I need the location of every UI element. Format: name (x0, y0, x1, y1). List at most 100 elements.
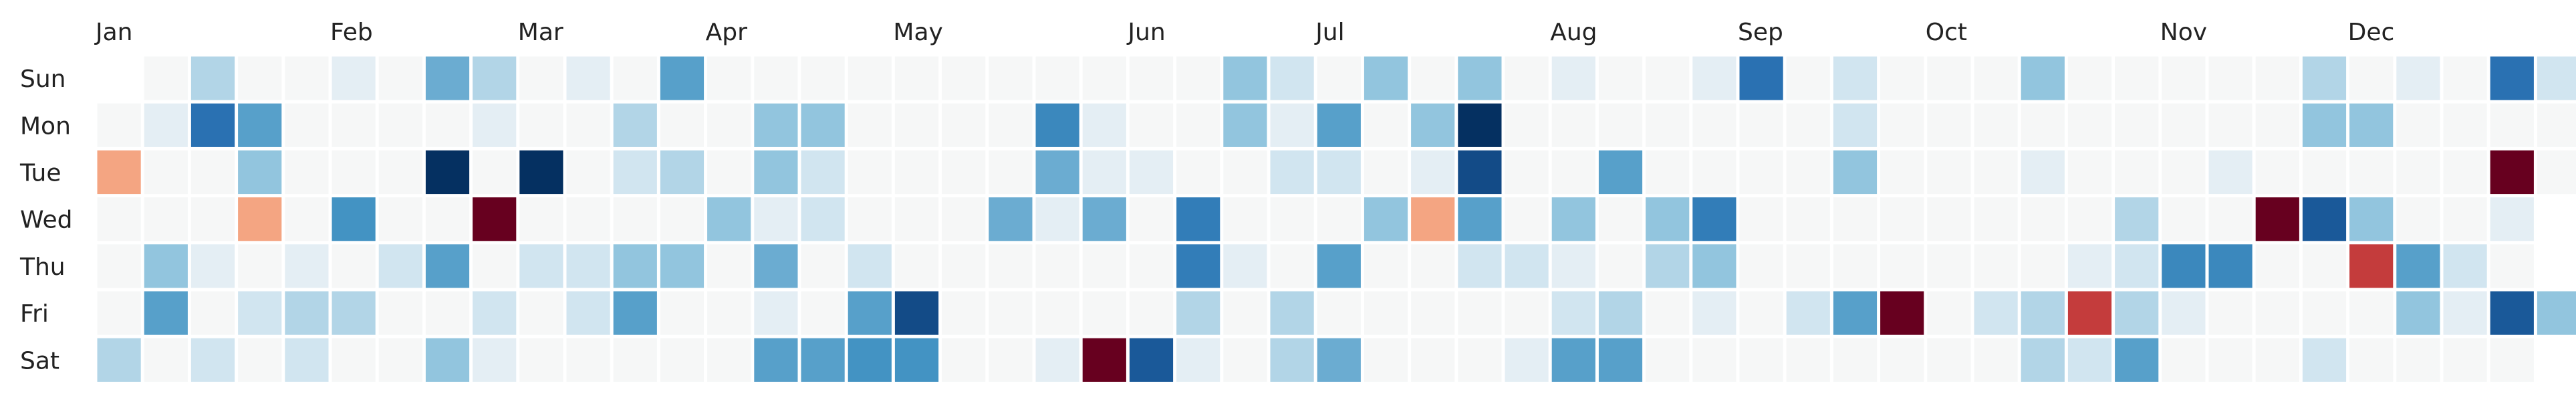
heatmap-cell-sat-week-35 (1739, 338, 1783, 382)
heatmap-cell-sat-week-41 (2021, 338, 2065, 382)
heatmap-cell-mon-week-15 (801, 103, 845, 147)
heatmap-cell-thu-week-46 (2255, 244, 2299, 288)
heatmap-cell-fri-week-23 (1176, 291, 1220, 335)
heatmap-cell-sun-week-5 (332, 56, 376, 100)
heatmap-cell-fri-week-25 (1270, 291, 1314, 335)
heatmap-cell-mon-week-52 (2537, 103, 2576, 147)
heatmap-cell-tue-week-8 (473, 150, 517, 195)
heatmap-cell-mon-week-0 (97, 103, 141, 147)
weekday-label-mon: Mon (20, 112, 71, 140)
heatmap-cell-mon-week-32 (1598, 103, 1643, 147)
heatmap-cell-mon-week-5 (332, 103, 376, 147)
heatmap-cell-fri-week-36 (1786, 291, 1830, 335)
heatmap-cell-mon-week-10 (566, 103, 610, 147)
heatmap-cell-fri-week-40 (1974, 291, 2018, 335)
heatmap-cell-fri-week-43 (2115, 291, 2159, 335)
heatmap-cell-fri-week-35 (1739, 291, 1783, 335)
heatmap-cell-mon-week-1 (144, 103, 188, 147)
heatmap-cell-tue-week-52 (2537, 150, 2576, 195)
heatmap-cell-fri-week-5 (332, 291, 376, 335)
heatmap-cell-sat-week-16 (848, 338, 892, 382)
heatmap-cell-fri-week-30 (1505, 291, 1549, 335)
heatmap-cell-sun-week-35 (1739, 56, 1783, 100)
heatmap-cell-mon-week-17 (894, 103, 939, 147)
heatmap-cell-sat-week-22 (1129, 338, 1174, 382)
heatmap-cell-mon-week-7 (425, 103, 470, 147)
heatmap-cell-sat-week-3 (238, 338, 282, 382)
heatmap-cell-sun-week-16 (848, 56, 892, 100)
heatmap-cell-fri-week-14 (754, 291, 798, 335)
heatmap-cell-thu-week-28 (1411, 244, 1455, 288)
heatmap-cell-wed-week-35 (1739, 197, 1783, 241)
heatmap-cell-wed-week-29 (1458, 197, 1502, 241)
heatmap-cell-fri-week-50 (2443, 291, 2487, 335)
heatmap-cell-sat-week-13 (707, 338, 751, 382)
heatmap-cell-tue-week-10 (566, 150, 610, 195)
heatmap-cell-wed-week-4 (285, 197, 329, 241)
heatmap-cell-thu-week-2 (190, 244, 235, 288)
month-label-jul: Jul (1314, 19, 1344, 46)
heatmap-cell-wed-week-38 (1880, 197, 1924, 241)
heatmap-cell-tue-week-40 (1974, 150, 2018, 195)
heatmap-cell-fri-week-16 (848, 291, 892, 335)
heatmap-cell-sun-week-28 (1411, 56, 1455, 100)
heatmap-cell-fri-week-20 (1035, 291, 1079, 335)
heatmap-cell-tue-week-51 (2490, 150, 2534, 195)
heatmap-cell-wed-week-10 (566, 197, 610, 241)
heatmap-cell-fri-week-52 (2537, 291, 2576, 335)
heatmap-cell-tue-week-45 (2208, 150, 2252, 195)
heatmap-cell-fri-week-41 (2021, 291, 2065, 335)
heatmap-cell-wed-week-8 (473, 197, 517, 241)
heatmap-cell-mon-week-8 (473, 103, 517, 147)
heatmap-cell-wed-week-19 (989, 197, 1033, 241)
heatmap-cell-tue-week-11 (613, 150, 657, 195)
heatmap-cell-thu-week-50 (2443, 244, 2487, 288)
month-label-dec: Dec (2348, 19, 2395, 46)
heatmap-cell-thu-week-20 (1035, 244, 1079, 288)
heatmap-cell-thu-week-1 (144, 244, 188, 288)
heatmap-cell-tue-week-46 (2255, 150, 2299, 195)
heatmap-cell-wed-week-36 (1786, 197, 1830, 241)
heatmap-cell-wed-week-18 (942, 197, 986, 241)
heatmap-cell-tue-week-20 (1035, 150, 1079, 195)
heatmap-cell-wed-week-1 (144, 197, 188, 241)
heatmap-cell-mon-week-36 (1786, 103, 1830, 147)
heatmap-cell-sun-week-19 (989, 56, 1033, 100)
heatmap-cell-tue-week-49 (2396, 150, 2440, 195)
heatmap-cell-fri-week-31 (1551, 291, 1595, 335)
heatmap-cell-sat-week-10 (566, 338, 610, 382)
heatmap-cell-sun-week-36 (1786, 56, 1830, 100)
heatmap-cell-mon-week-4 (285, 103, 329, 147)
heatmap-cell-sun-week-9 (519, 56, 563, 100)
heatmap-cell-tue-week-43 (2115, 150, 2159, 195)
month-label-sep: Sep (1738, 19, 1783, 46)
heatmap-cell-wed-week-5 (332, 197, 376, 241)
heatmap-cell-sun-week-49 (2396, 56, 2440, 100)
heatmap-cell-sat-week-48 (2349, 338, 2394, 382)
heatmap-cell-sat-week-25 (1270, 338, 1314, 382)
heatmap-cell-sat-week-29 (1458, 338, 1502, 382)
heatmap-cell-fri-week-2 (190, 291, 235, 335)
heatmap-cell-wed-week-23 (1176, 197, 1220, 241)
heatmap-cell-mon-week-12 (660, 103, 704, 147)
heatmap-cell-sun-week-2 (190, 56, 235, 100)
heatmap-cell-wed-week-39 (1927, 197, 1971, 241)
heatmap-cell-thu-week-12 (660, 244, 704, 288)
heatmap-cell-wed-week-46 (2255, 197, 2299, 241)
month-label-oct: Oct (1926, 19, 1967, 46)
heatmap-cell-fri-week-7 (425, 291, 470, 335)
heatmap-cell-tue-week-35 (1739, 150, 1783, 195)
heatmap-cell-tue-week-24 (1223, 150, 1267, 195)
heatmap-cell-fri-week-11 (613, 291, 657, 335)
heatmap-cell-thu-week-41 (2021, 244, 2065, 288)
heatmap-cell-sun-week-30 (1505, 56, 1549, 100)
heatmap-cell-sat-week-40 (1974, 338, 2018, 382)
heatmap-cell-tue-week-33 (1646, 150, 1690, 195)
heatmap-cell-thu-week-26 (1317, 244, 1361, 288)
heatmap-cell-mon-week-29 (1458, 103, 1502, 147)
heatmap-cell-sat-week-38 (1880, 338, 1924, 382)
heatmap-cell-sat-week-14 (754, 338, 798, 382)
heatmap-cell-sun-week-45 (2208, 56, 2252, 100)
heatmap-cell-sat-week-45 (2208, 338, 2252, 382)
heatmap-cell-thu-week-48 (2349, 244, 2394, 288)
